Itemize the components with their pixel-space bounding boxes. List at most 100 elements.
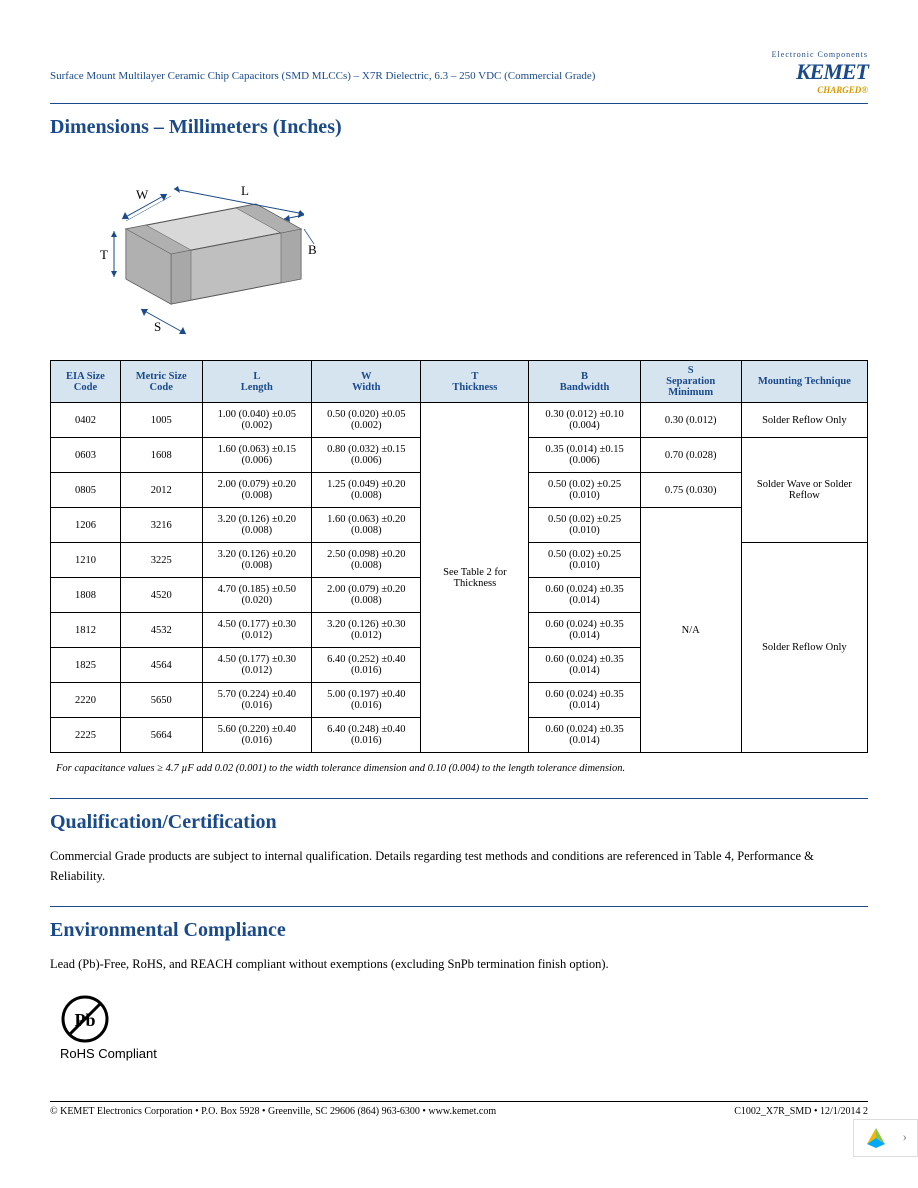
table-footnote: For capacitance values ≥ 4.7 µF add 0.02… (56, 763, 868, 774)
cell-width: 0.80 (0.032) ±0.15 (0.006) (312, 438, 421, 473)
cell-metric: 3216 (120, 508, 202, 543)
cell-width: 2.00 (0.079) ±0.20 (0.008) (312, 578, 421, 613)
cell-metric: 4564 (120, 648, 202, 683)
logo-tagline-top: Electronic Components (772, 50, 868, 59)
cell-eia: 1825 (51, 648, 121, 683)
cell-bandwidth: 0.50 (0.02) ±0.25 (0.010) (529, 508, 640, 543)
cell-bandwidth: 0.30 (0.012) ±0.10 (0.004) (529, 403, 640, 438)
cell-length: 1.60 (0.063) ±0.15 (0.006) (202, 438, 312, 473)
cell-metric: 4532 (120, 613, 202, 648)
cell-eia: 1206 (51, 508, 121, 543)
cell-eia: 0603 (51, 438, 121, 473)
col-metric: Metric Size Code (120, 361, 202, 403)
cell-length: 4.50 (0.177) ±0.30 (0.012) (202, 613, 312, 648)
col-length: L Length (202, 361, 312, 403)
chip-diagram: L W B T S (56, 159, 336, 339)
cell-mounting: Solder Reflow Only (741, 403, 867, 438)
cell-eia: 1808 (51, 578, 121, 613)
brand-logo: Electronic Components KEMET CHARGED® (772, 50, 868, 95)
table-row: 0402 1005 1.00 (0.040) ±0.05 (0.002) 0.5… (51, 403, 868, 438)
cell-bandwidth: 0.60 (0.024) ±0.35 (0.014) (529, 578, 640, 613)
logo-tagline-bottom: CHARGED® (772, 85, 868, 95)
cell-bandwidth: 0.60 (0.024) ±0.35 (0.014) (529, 613, 640, 648)
chevron-right-icon[interactable]: › (902, 1130, 907, 1146)
logo-text: KEMET (772, 59, 868, 85)
rohs-label: RoHS Compliant (60, 1046, 157, 1061)
svg-text:Pb: Pb (74, 1010, 95, 1030)
dimensions-table: EIA Size Code Metric Size Code L Length … (50, 360, 868, 753)
corner-logo-icon (864, 1126, 888, 1150)
col-bandwidth: B Bandwidth (529, 361, 640, 403)
diagram-label-l: L (241, 183, 249, 198)
col-mounting: Mounting Technique (741, 361, 867, 403)
cell-mounting: Solder Wave or Solder Reflow (741, 438, 867, 543)
cell-metric: 1608 (120, 438, 202, 473)
section-title-environmental: Environmental Compliance (50, 919, 868, 942)
cell-bandwidth: 0.50 (0.02) ±0.25 (0.010) (529, 543, 640, 578)
cell-length: 5.60 (0.220) ±0.40 (0.016) (202, 718, 312, 753)
cell-metric: 2012 (120, 473, 202, 508)
cell-bandwidth: 0.60 (0.024) ±0.35 (0.014) (529, 718, 640, 753)
cell-eia: 1210 (51, 543, 121, 578)
footer-left: © KEMET Electronics Corporation • P.O. B… (50, 1106, 496, 1117)
pb-free-icon: Pb (60, 994, 110, 1044)
diagram-label-w: W (136, 187, 149, 202)
cell-metric: 5650 (120, 683, 202, 718)
cell-separation: 0.70 (0.028) (640, 438, 741, 473)
section-title-qualification: Qualification/Certification (50, 811, 868, 834)
cell-mounting: Solder Reflow Only (741, 543, 867, 753)
col-separation: S Separation Minimum (640, 361, 741, 403)
cell-width: 1.60 (0.063) ±0.20 (0.008) (312, 508, 421, 543)
cell-thickness-note: See Table 2 for Thickness (421, 403, 529, 753)
section-title-dimensions: Dimensions – Millimeters (Inches) (50, 116, 868, 139)
cell-length: 3.20 (0.126) ±0.20 (0.008) (202, 543, 312, 578)
cell-width: 5.00 (0.197) ±0.40 (0.016) (312, 683, 421, 718)
cell-separation: 0.75 (0.030) (640, 473, 741, 508)
cell-bandwidth: 0.60 (0.024) ±0.35 (0.014) (529, 683, 640, 718)
section-divider (50, 906, 868, 907)
diagram-label-t: T (100, 247, 108, 262)
cell-width: 1.25 (0.049) ±0.20 (0.008) (312, 473, 421, 508)
cell-width: 3.20 (0.126) ±0.30 (0.012) (312, 613, 421, 648)
col-width: W Width (312, 361, 421, 403)
cell-length: 2.00 (0.079) ±0.20 (0.008) (202, 473, 312, 508)
cell-eia: 0402 (51, 403, 121, 438)
cell-bandwidth: 0.35 (0.014) ±0.15 (0.006) (529, 438, 640, 473)
page-footer: © KEMET Electronics Corporation • P.O. B… (50, 1101, 868, 1117)
footer-right: C1002_X7R_SMD • 12/1/2014 2 (734, 1106, 868, 1117)
section-divider (50, 798, 868, 799)
cell-eia: 1812 (51, 613, 121, 648)
qualification-body: Commercial Grade products are subject to… (50, 846, 868, 886)
doc-subtitle: Surface Mount Multilayer Ceramic Chip Ca… (50, 50, 595, 82)
cell-width: 6.40 (0.248) ±0.40 (0.016) (312, 718, 421, 753)
cell-length: 4.50 (0.177) ±0.30 (0.012) (202, 648, 312, 683)
cell-bandwidth: 0.50 (0.02) ±0.25 (0.010) (529, 473, 640, 508)
corner-widget[interactable]: › (853, 1119, 918, 1157)
cell-eia: 2225 (51, 718, 121, 753)
cell-metric: 4520 (120, 578, 202, 613)
cell-length: 4.70 (0.185) ±0.50 (0.020) (202, 578, 312, 613)
page-header: Surface Mount Multilayer Ceramic Chip Ca… (50, 50, 868, 95)
cell-separation: 0.30 (0.012) (640, 403, 741, 438)
cell-bandwidth: 0.60 (0.024) ±0.35 (0.014) (529, 648, 640, 683)
table-header-row: EIA Size Code Metric Size Code L Length … (51, 361, 868, 403)
cell-eia: 0805 (51, 473, 121, 508)
cell-separation-na: N/A (640, 508, 741, 753)
diagram-label-b: B (308, 242, 317, 257)
header-divider (50, 103, 868, 104)
cell-length: 5.70 (0.224) ±0.40 (0.016) (202, 683, 312, 718)
cell-length: 3.20 (0.126) ±0.20 (0.008) (202, 508, 312, 543)
cell-metric: 5664 (120, 718, 202, 753)
col-thickness: T Thickness (421, 361, 529, 403)
cell-eia: 2220 (51, 683, 121, 718)
diagram-label-s: S (154, 319, 161, 334)
col-eia: EIA Size Code (51, 361, 121, 403)
environmental-body: Lead (Pb)-Free, RoHS, and REACH complian… (50, 954, 868, 974)
cell-metric: 3225 (120, 543, 202, 578)
rohs-badge: Pb RoHS Compliant (60, 994, 868, 1061)
cell-width: 2.50 (0.098) ±0.20 (0.008) (312, 543, 421, 578)
cell-length: 1.00 (0.040) ±0.05 (0.002) (202, 403, 312, 438)
cell-width: 0.50 (0.020) ±0.05 (0.002) (312, 403, 421, 438)
cell-metric: 1005 (120, 403, 202, 438)
cell-width: 6.40 (0.252) ±0.40 (0.016) (312, 648, 421, 683)
